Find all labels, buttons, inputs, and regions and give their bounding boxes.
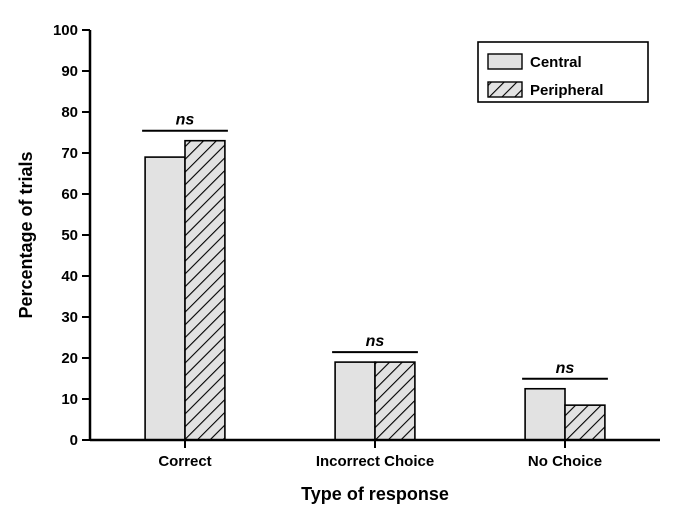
legend-label-peripheral: Peripheral [530, 82, 603, 99]
bar-central-0 [145, 157, 185, 440]
legend-swatch-peripheral [488, 82, 522, 97]
legend-label-central: Central [530, 54, 582, 71]
bar-peripheral-1 [375, 362, 415, 440]
svg-text:100: 100 [53, 22, 78, 39]
ns-annotation: ns [176, 112, 195, 129]
svg-text:50: 50 [61, 227, 78, 244]
bar-peripheral-0 [185, 141, 225, 440]
svg-text:0: 0 [70, 432, 78, 449]
svg-text:30: 30 [61, 309, 78, 326]
svg-text:Correct: Correct [158, 453, 211, 470]
svg-text:70: 70 [61, 145, 78, 162]
bar-central-2 [525, 389, 565, 440]
svg-text:60: 60 [61, 186, 78, 203]
svg-text:80: 80 [61, 104, 78, 121]
svg-text:No Choice: No Choice [528, 453, 602, 470]
svg-text:90: 90 [61, 63, 78, 80]
bar-central-1 [335, 362, 375, 440]
svg-text:40: 40 [61, 268, 78, 285]
svg-text:10: 10 [61, 391, 78, 408]
svg-text:Incorrect Choice: Incorrect Choice [316, 453, 434, 470]
ns-annotation: ns [556, 360, 575, 377]
chart-container: 0 10 20 30 40 50 60 70 80 90 100 Correct Incorrect C… [0, 0, 685, 523]
svg-text:20: 20 [61, 350, 78, 367]
bar-chart: 0 10 20 30 40 50 60 70 80 90 100 Correct Incorrect C… [0, 0, 685, 523]
ns-annotation: ns [366, 333, 385, 350]
bar-peripheral-2 [565, 405, 605, 440]
y-axis-label: Percentage of trials [16, 151, 36, 318]
x-axis-label: Type of response [301, 484, 449, 504]
legend-swatch-central [488, 54, 522, 69]
